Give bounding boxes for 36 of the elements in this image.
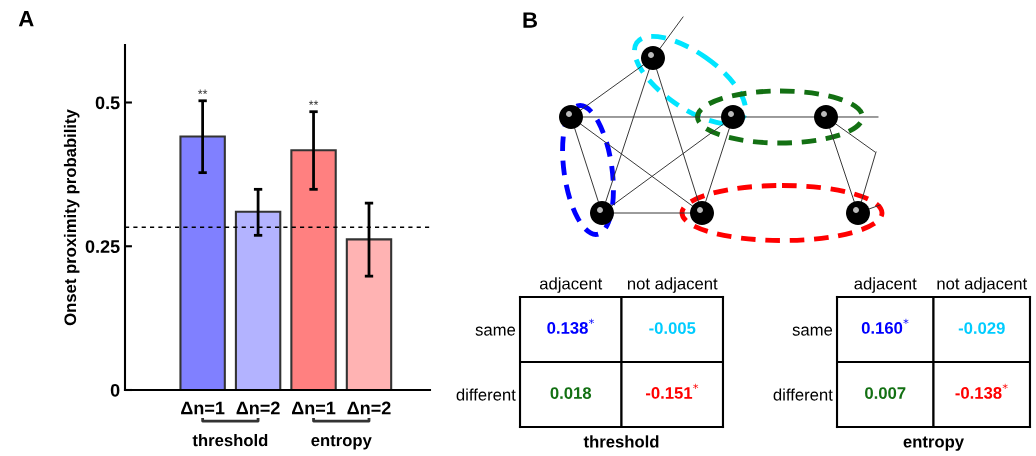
x-tick-label: adjacent — [539, 277, 603, 293]
y-tick-label: 0.5 — [95, 96, 120, 110]
data-label: 0.007 — [865, 387, 906, 399]
y-tick-label: same — [792, 326, 833, 336]
x-axis-title: threshold — [583, 435, 659, 448]
text: threshold — [192, 433, 268, 447]
x-tick-label: Δn=1 — [181, 401, 225, 415]
bar — [345, 238, 393, 390]
x-tick-label: adjacent — [854, 277, 917, 293]
x-tick-label: not adjacent — [627, 277, 718, 293]
bar — [234, 210, 282, 390]
x-tick-label: Δn=2 — [347, 401, 391, 415]
x-tick-label: not adjacent — [937, 277, 1028, 293]
y-tick-label: 0.25 — [85, 240, 120, 253]
y-tick-label: different — [456, 388, 516, 401]
data-label: -0.005 — [649, 322, 696, 334]
annotation: ** — [308, 100, 319, 105]
data-label: 0.138$^{*}$ — [547, 318, 595, 334]
y-tick-label: 0 — [110, 383, 120, 397]
bar — [290, 149, 337, 390]
x-tick-label: Δn=1 — [291, 401, 336, 415]
bar — [179, 135, 226, 390]
data-label: -0.029 — [958, 322, 1005, 334]
data-label: 0.160$^{*}$ — [861, 318, 909, 334]
x-tick-label: Δn=2 — [236, 401, 280, 415]
text: B — [523, 12, 538, 28]
annotation: ** — [197, 89, 208, 94]
data-label: -0.151$^{*}$ — [645, 383, 699, 399]
data-label: 0.018 — [550, 387, 592, 399]
y-tick-label: different — [773, 388, 833, 401]
y-axis-title: Onset proximity probability — [63, 109, 80, 326]
data-label: -0.138$^{*}$ — [955, 383, 1008, 399]
y-tick-label: same — [475, 326, 516, 336]
text: entropy — [311, 435, 372, 450]
x-axis-title: entropy — [903, 436, 964, 451]
chart-title: A — [18, 11, 34, 27]
